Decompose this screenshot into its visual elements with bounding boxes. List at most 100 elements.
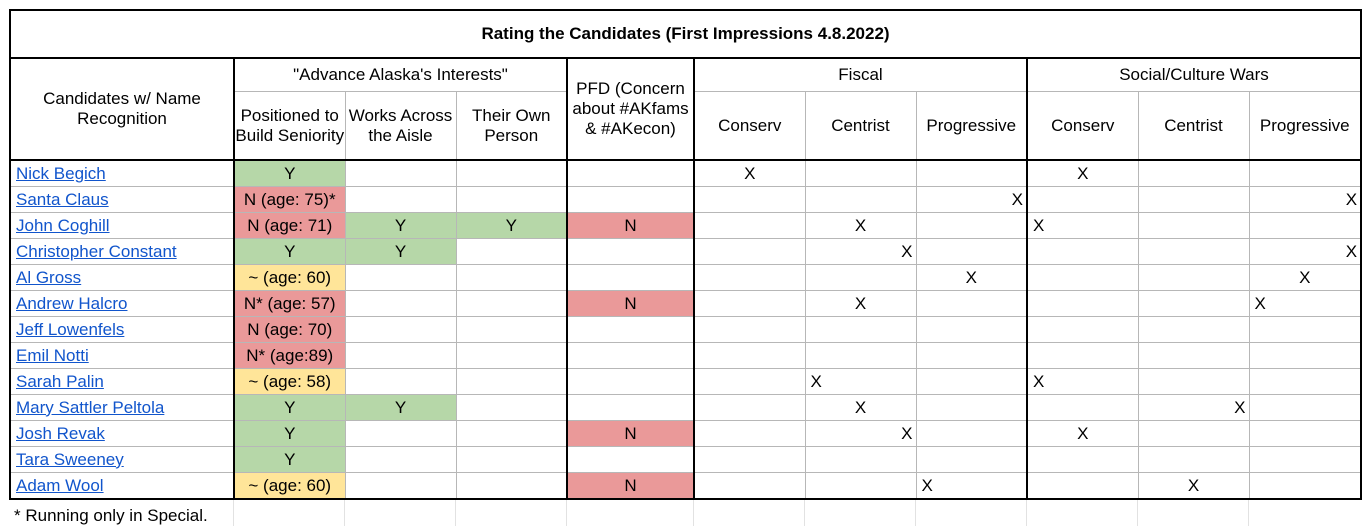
own-person-cell[interactable] — [455, 368, 568, 395]
own-person-cell[interactable] — [455, 290, 568, 317]
across-aisle-cell[interactable] — [344, 342, 457, 369]
across-aisle-cell[interactable] — [344, 316, 457, 343]
candidate-link[interactable]: Al Gross — [16, 267, 82, 287]
fiscal-centrist-cell[interactable] — [804, 316, 917, 343]
seniority-cell[interactable]: Y — [233, 446, 346, 473]
pfd-cell[interactable]: N — [566, 290, 695, 317]
fiscal-conserv-cell[interactable] — [693, 420, 806, 447]
seniority-cell[interactable]: ~ (age: 60) — [233, 472, 346, 500]
pfd-cell[interactable] — [566, 238, 695, 265]
candidate-name-cell[interactable]: Christopher Constant — [9, 238, 235, 265]
pfd-cell[interactable] — [566, 316, 695, 343]
fiscal-progressive-cell[interactable]: X — [915, 264, 1028, 291]
candidate-name-cell[interactable]: Al Gross — [9, 264, 235, 291]
social-progressive-cell[interactable] — [1248, 368, 1363, 395]
own-person-cell[interactable] — [455, 264, 568, 291]
social-conserv-cell[interactable]: X — [1026, 368, 1139, 395]
fiscal-centrist-cell[interactable] — [804, 342, 917, 369]
seniority-cell[interactable]: N (age: 71) — [233, 212, 346, 239]
social-conserv-cell[interactable] — [1026, 238, 1139, 265]
candidate-name-cell[interactable]: Nick Begich — [9, 159, 235, 187]
candidate-link[interactable]: Santa Claus — [16, 189, 109, 209]
pfd-cell[interactable] — [566, 394, 695, 421]
header-group-alaska-interests[interactable]: "Advance Alaska's Interests" — [233, 57, 568, 92]
fiscal-progressive-cell[interactable] — [915, 394, 1028, 421]
across-aisle-cell[interactable] — [344, 420, 457, 447]
candidate-link[interactable]: Tara Sweeney — [16, 449, 124, 469]
social-progressive-cell[interactable] — [1248, 446, 1363, 473]
social-centrist-cell[interactable] — [1137, 264, 1250, 291]
social-centrist-cell[interactable] — [1137, 159, 1250, 187]
fiscal-centrist-cell[interactable] — [804, 264, 917, 291]
social-conserv-cell[interactable]: X — [1026, 159, 1139, 187]
fiscal-conserv-cell[interactable]: X — [693, 159, 806, 187]
pfd-cell[interactable] — [566, 446, 695, 473]
social-conserv-cell[interactable] — [1026, 316, 1139, 343]
pfd-cell[interactable] — [566, 159, 695, 187]
seniority-cell[interactable]: ~ (age: 58) — [233, 368, 346, 395]
own-person-cell[interactable] — [455, 420, 568, 447]
candidate-link[interactable]: Adam Wool — [16, 475, 104, 495]
across-aisle-cell[interactable]: Y — [344, 212, 457, 239]
social-centrist-cell[interactable] — [1137, 212, 1250, 239]
social-progressive-cell[interactable] — [1248, 316, 1363, 343]
footnote[interactable]: * Running only in Special. — [14, 506, 208, 525]
fiscal-progressive-cell[interactable] — [915, 290, 1028, 317]
pfd-cell[interactable]: N — [566, 472, 695, 500]
social-conserv-cell[interactable]: X — [1026, 212, 1139, 239]
own-person-cell[interactable] — [455, 316, 568, 343]
fiscal-conserv-cell[interactable] — [693, 368, 806, 395]
candidate-link[interactable]: John Coghill — [16, 215, 110, 235]
social-conserv-cell[interactable] — [1026, 472, 1139, 500]
header-social-conserv[interactable]: Conserv — [1026, 91, 1139, 161]
fiscal-centrist-cell[interactable]: X — [804, 394, 917, 421]
own-person-cell[interactable] — [455, 238, 568, 265]
candidate-link[interactable]: Mary Sattler Peltola — [16, 397, 165, 417]
across-aisle-cell[interactable] — [344, 186, 457, 213]
fiscal-centrist-cell[interactable]: X — [804, 238, 917, 265]
pfd-cell[interactable] — [566, 342, 695, 369]
social-progressive-cell[interactable]: X — [1248, 186, 1363, 213]
candidate-link[interactable]: Sarah Palin — [16, 371, 104, 391]
candidate-name-cell[interactable]: Mary Sattler Peltola — [9, 394, 235, 421]
fiscal-progressive-cell[interactable]: X — [915, 472, 1028, 500]
fiscal-centrist-cell[interactable]: X — [804, 420, 917, 447]
pfd-cell[interactable] — [566, 264, 695, 291]
fiscal-centrist-cell[interactable] — [804, 159, 917, 187]
candidate-link[interactable]: Andrew Halcro — [16, 293, 128, 313]
fiscal-progressive-cell[interactable] — [915, 446, 1028, 473]
fiscal-conserv-cell[interactable] — [693, 212, 806, 239]
own-person-cell[interactable] — [455, 186, 568, 213]
header-group-social[interactable]: Social/Culture Wars — [1026, 57, 1363, 92]
fiscal-centrist-cell[interactable]: X — [804, 368, 917, 395]
fiscal-conserv-cell[interactable] — [693, 446, 806, 473]
candidate-name-cell[interactable]: Josh Revak — [9, 420, 235, 447]
social-centrist-cell[interactable]: X — [1137, 394, 1250, 421]
own-person-cell[interactable] — [455, 342, 568, 369]
pfd-cell[interactable]: N — [566, 420, 695, 447]
seniority-cell[interactable]: N* (age: 57) — [233, 290, 346, 317]
fiscal-progressive-cell[interactable] — [915, 420, 1028, 447]
fiscal-progressive-cell[interactable] — [915, 342, 1028, 369]
candidate-name-cell[interactable]: Emil Notti — [9, 342, 235, 369]
seniority-cell[interactable]: Y — [233, 159, 346, 187]
fiscal-progressive-cell[interactable] — [915, 159, 1028, 187]
fiscal-centrist-cell[interactable]: X — [804, 212, 917, 239]
across-aisle-cell[interactable] — [344, 446, 457, 473]
seniority-cell[interactable]: N (age: 70) — [233, 316, 346, 343]
candidate-name-cell[interactable]: Adam Wool — [9, 472, 235, 500]
candidate-link[interactable]: Nick Begich — [16, 163, 106, 183]
header-social-centrist[interactable]: Centrist — [1137, 91, 1250, 161]
across-aisle-cell[interactable] — [344, 472, 457, 500]
fiscal-progressive-cell[interactable] — [915, 316, 1028, 343]
social-conserv-cell[interactable] — [1026, 446, 1139, 473]
header-fiscal-centrist[interactable]: Centrist — [804, 91, 917, 161]
social-progressive-cell[interactable] — [1248, 420, 1363, 447]
header-fiscal-progressive[interactable]: Progressive — [915, 91, 1028, 161]
social-conserv-cell[interactable]: X — [1026, 420, 1139, 447]
fiscal-progressive-cell[interactable] — [915, 368, 1028, 395]
own-person-cell[interactable] — [455, 394, 568, 421]
social-centrist-cell[interactable] — [1137, 342, 1250, 369]
social-progressive-cell[interactable]: X — [1248, 290, 1363, 317]
social-conserv-cell[interactable] — [1026, 186, 1139, 213]
